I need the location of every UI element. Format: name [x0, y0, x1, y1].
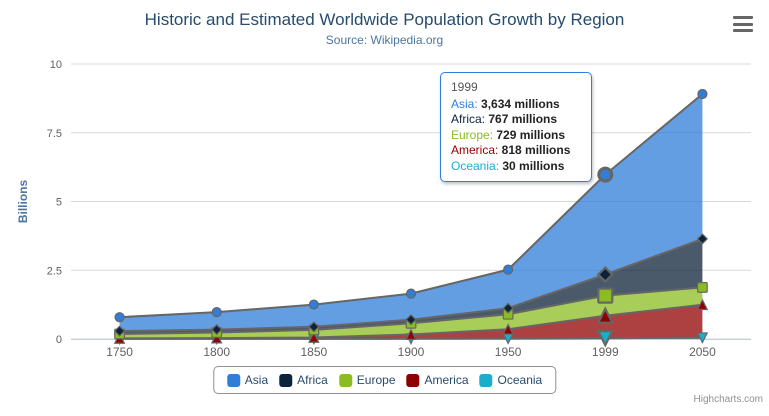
y-axis-label: 0: [56, 334, 62, 346]
marker-africa-1750[interactable]: [113, 325, 126, 337]
marker-africa-1900[interactable]: [405, 314, 417, 326]
marker-asia-2050[interactable]: [697, 88, 708, 100]
legend: Asia Africa Europe America Oceania: [212, 366, 557, 394]
marker-oceania-2050[interactable]: [696, 332, 709, 344]
hamburger-menu-icon: [733, 29, 753, 32]
marker-africa-1850[interactable]: [308, 321, 320, 333]
x-axis-label: 1800: [203, 345, 230, 359]
legend-swatch-icon: [226, 373, 240, 387]
legend-label: Africa: [297, 373, 328, 387]
y-axis-label: 5: [56, 197, 62, 209]
marker-asia-1750[interactable]: [114, 312, 125, 323]
credits-link[interactable]: Highcharts.com: [693, 394, 763, 405]
x-axis-label: 1850: [301, 345, 328, 359]
y-axis-title: Billions: [16, 180, 30, 224]
legend-swatch-icon: [338, 373, 352, 387]
marker-asia-1850[interactable]: [308, 299, 319, 310]
legend-label: America: [424, 373, 469, 387]
area-africa[interactable]: [119, 238, 703, 334]
legend-swatch-icon: [279, 373, 293, 387]
x-axis-label: 2050: [689, 345, 716, 359]
legend-item-oceania[interactable]: Oceania: [479, 373, 543, 387]
legend-item-africa[interactable]: Africa: [279, 373, 328, 387]
marker-asia-1800[interactable]: [211, 307, 222, 318]
marker-america-1900[interactable]: [405, 328, 417, 340]
marker-asia-1900[interactable]: [405, 288, 417, 299]
marker-europe-2050[interactable]: [697, 282, 708, 293]
hamburger-menu-icon: [733, 22, 753, 26]
x-axis-label: 1950: [495, 345, 522, 359]
legend-item-asia[interactable]: Asia: [226, 373, 269, 387]
export-menu-button[interactable]: [733, 16, 753, 32]
area-america[interactable]: [119, 304, 703, 339]
marker-africa-1800[interactable]: [211, 323, 223, 336]
legend-swatch-icon: [479, 373, 493, 387]
marker-america-1950[interactable]: [502, 323, 514, 335]
marker-europe-1999[interactable]: [597, 287, 614, 304]
x-axis-label: 1999: [592, 345, 619, 359]
marker-america-1850[interactable]: [308, 331, 320, 343]
legend-item-europe[interactable]: Europe: [338, 373, 396, 387]
marker-africa-1950[interactable]: [502, 302, 514, 314]
y-axis-label: 2.5: [47, 265, 62, 277]
y-axis-label: 10: [50, 59, 62, 71]
x-axis-label: 1900: [398, 345, 425, 359]
legend-label: Asia: [244, 373, 269, 387]
x-axis-label: 1750: [106, 345, 133, 359]
legend-swatch-icon: [406, 373, 420, 387]
hamburger-menu-icon: [733, 16, 753, 19]
marker-africa-1999[interactable]: [596, 265, 614, 284]
marker-america-2050[interactable]: [696, 298, 709, 311]
legend-label: Oceania: [497, 373, 543, 387]
y-axis-label: 7.5: [47, 128, 62, 140]
marker-asia-1950[interactable]: [503, 264, 514, 275]
marker-africa-2050[interactable]: [696, 233, 709, 245]
legend-item-america[interactable]: America: [406, 373, 469, 387]
marker-america-1800[interactable]: [210, 331, 223, 344]
chart-subtitle: Source: Wikipedia.org: [325, 33, 444, 47]
legend-label: Europe: [356, 373, 396, 387]
area-asia[interactable]: [119, 94, 703, 332]
marker-america-1999[interactable]: [596, 306, 615, 324]
marker-oceania-1999[interactable]: [596, 330, 615, 348]
chart-title: Historic and Estimated Worldwide Populat…: [144, 10, 625, 29]
marker-asia-1999[interactable]: [597, 166, 614, 183]
